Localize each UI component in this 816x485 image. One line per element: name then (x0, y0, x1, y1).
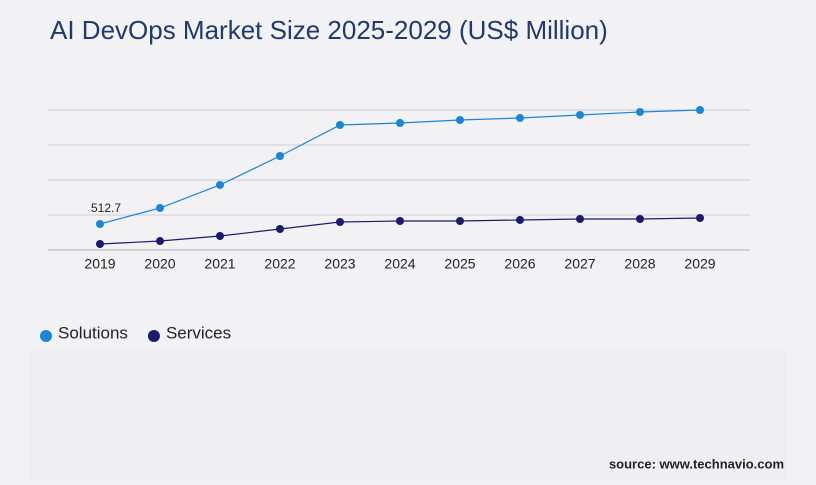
point (456, 115, 464, 124)
point (456, 216, 464, 225)
point (336, 121, 344, 130)
x-tick-label: 2027 (564, 256, 595, 272)
source: source: www.technavio.com (609, 456, 784, 471)
legend-label: Services (166, 323, 231, 342)
x-tick-label: 2026 (504, 256, 535, 272)
point (156, 204, 164, 212)
series-line (99, 109, 701, 225)
data-label: 512.7 (91, 201, 121, 215)
point (96, 219, 104, 228)
x-tick-label: 2022 (264, 256, 295, 272)
x-tick-label: 2021 (204, 256, 235, 272)
point (276, 152, 284, 161)
x-tick-label: 2023 (324, 256, 355, 272)
point (696, 106, 704, 114)
point (156, 237, 164, 246)
point (216, 180, 224, 189)
panel (30, 350, 786, 480)
chart-title: AI DevOps Market Size 2025-2029 (US$ Mil… (50, 15, 608, 45)
x-tick-label: 2020 (144, 256, 175, 272)
point (576, 110, 584, 119)
x-tick-label: 2028 (624, 256, 655, 272)
legend-marker (40, 330, 52, 342)
point (96, 240, 104, 249)
legend-marker (147, 330, 160, 342)
x-tick-label: 2024 (384, 256, 415, 272)
point (576, 215, 584, 224)
point (696, 213, 704, 222)
point (636, 107, 644, 116)
point (276, 225, 284, 233)
point (516, 114, 524, 123)
point (336, 218, 344, 226)
x-tick-label: 2025 (444, 256, 475, 272)
point (396, 118, 404, 127)
legend-label: Solutions (58, 323, 128, 342)
point (636, 215, 644, 224)
point (516, 215, 524, 224)
x-tick-label: 2029 (684, 256, 715, 272)
point (396, 216, 404, 225)
x-tick-label: 2019 (84, 256, 115, 272)
point (216, 232, 224, 240)
